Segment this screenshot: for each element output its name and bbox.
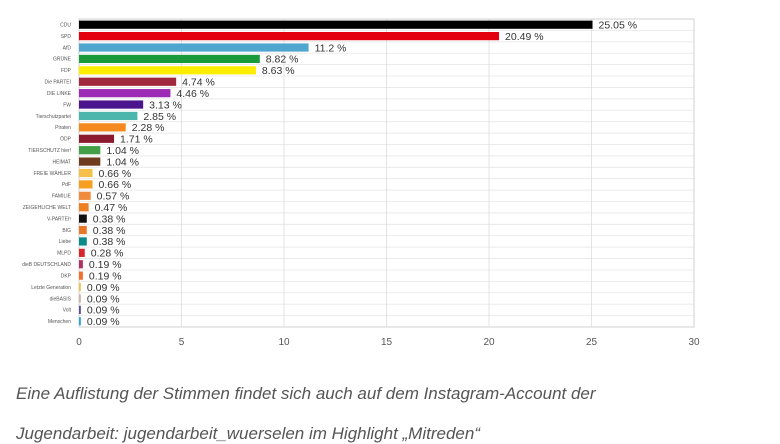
bar	[79, 294, 81, 303]
value-label: 0.66 %	[99, 179, 132, 191]
category-label: CDU	[60, 23, 71, 29]
value-label: 2.28 %	[132, 122, 165, 134]
category-label: Liebe	[59, 239, 71, 245]
chart-bars: CDU 25.05 % SPD 20.49 % AfD 11.2 % GRÜNE 8.82 %…	[22, 20, 637, 329]
bar	[79, 89, 171, 98]
bar	[79, 157, 101, 166]
value-label: 1.04 %	[106, 145, 139, 157]
value-label: 0.19 %	[89, 270, 122, 282]
bar	[79, 168, 93, 178]
bar	[79, 100, 144, 109]
category-label: dieB DEUTSCHLAND	[22, 262, 71, 268]
bar	[79, 180, 93, 189]
bar	[79, 54, 260, 64]
value-label: 11.2 %	[315, 42, 347, 54]
value-label: 0.66 %	[99, 168, 132, 180]
value-label: 0.38 %	[93, 225, 126, 237]
value-label: 2.85 %	[143, 111, 176, 123]
category-label: Menschen	[48, 319, 71, 325]
category-label: MLPD	[57, 251, 71, 257]
category-label: dieBASIS	[50, 296, 72, 302]
category-label: Letzte Generation	[31, 285, 71, 291]
bar	[79, 214, 87, 223]
bar	[79, 282, 81, 292]
bar	[79, 191, 91, 200]
bar	[79, 123, 126, 132]
value-label: 0.38 %	[93, 213, 126, 225]
bar	[79, 32, 500, 41]
category-label: PdF	[62, 182, 71, 188]
bar	[79, 20, 593, 29]
value-label: 8.63 %	[262, 65, 295, 77]
category-label: Tierschutzpartei	[36, 114, 71, 120]
bar	[79, 317, 81, 326]
x-tick-label: 5	[179, 337, 185, 348]
x-tick-label: 20	[483, 337, 495, 348]
value-label: 0.09 %	[87, 316, 120, 328]
category-label: GRÜNE	[53, 56, 72, 63]
bar	[79, 134, 115, 143]
category-label: HEIMAT	[52, 159, 71, 165]
caption-line-1: Eine Auflistung der Stimmen findet sich …	[16, 384, 596, 403]
bar	[79, 111, 138, 121]
value-label: 1.04 %	[106, 156, 139, 168]
bar	[79, 203, 89, 212]
x-tick-label: 10	[278, 337, 290, 348]
bar	[79, 146, 101, 155]
value-label: 0.19 %	[89, 259, 122, 271]
category-label: FW	[63, 102, 71, 108]
bar	[79, 43, 309, 52]
value-label: 0.38 %	[93, 236, 126, 248]
category-label: Volt	[63, 308, 72, 314]
bar	[79, 248, 85, 257]
value-label: 0.09 %	[87, 293, 120, 305]
value-label: 25.05 %	[599, 20, 638, 32]
category-label: ZEIGEHLICHE WELT	[23, 205, 71, 211]
value-label: 20.49 %	[505, 31, 544, 43]
value-label: 3.13 %	[149, 99, 182, 111]
category-label: ÖDP	[60, 136, 72, 143]
value-label: 1.71 %	[120, 134, 153, 146]
category-label: AfD	[63, 45, 72, 51]
bar	[79, 77, 177, 86]
category-label: FDP	[61, 68, 72, 74]
value-label: 0.57 %	[97, 191, 130, 203]
x-tick-label: 15	[381, 337, 393, 348]
bar	[79, 225, 87, 235]
x-tick-label: 30	[688, 337, 700, 348]
value-label: 0.09 %	[87, 305, 120, 317]
value-label: 8.82 %	[266, 54, 299, 66]
category-label: FREIE WÄHLER	[33, 170, 71, 177]
bar	[79, 66, 256, 75]
bar-chart: CDU 25.05 % SPD 20.49 % AfD 11.2 % GRÜNE 8.82 %…	[22, 18, 700, 348]
value-label: 0.47 %	[95, 202, 128, 214]
chart-x-axis: 0 5 10 15 20 25 30	[76, 337, 700, 348]
value-label: 4.46 %	[176, 88, 209, 100]
value-label: 4.74 %	[182, 77, 215, 89]
value-label: 0.09 %	[87, 282, 120, 294]
value-label: 0.28 %	[91, 248, 124, 260]
category-label: SPD	[61, 34, 72, 40]
category-label: V-PARTEI³	[47, 216, 71, 222]
category-label: FAMILIE	[52, 194, 72, 200]
category-label: Die PARTEI	[45, 80, 72, 86]
bar	[79, 305, 81, 314]
bar	[79, 271, 83, 280]
category-label: Piraten	[55, 125, 71, 131]
category-label: BIG	[62, 228, 71, 234]
chart-gridlines	[78, 18, 695, 328]
category-label: TIERSCHUTZ hier!	[28, 148, 71, 154]
bar	[79, 237, 87, 246]
x-tick-label: 25	[586, 337, 598, 348]
category-label: DKP	[61, 273, 72, 279]
category-label: DIE LINKE	[47, 91, 72, 97]
x-tick-label: 0	[76, 337, 82, 348]
caption-line-2: Jugendarbeit: jugendarbeit_wuerselen im …	[16, 424, 480, 443]
bar	[79, 260, 83, 269]
